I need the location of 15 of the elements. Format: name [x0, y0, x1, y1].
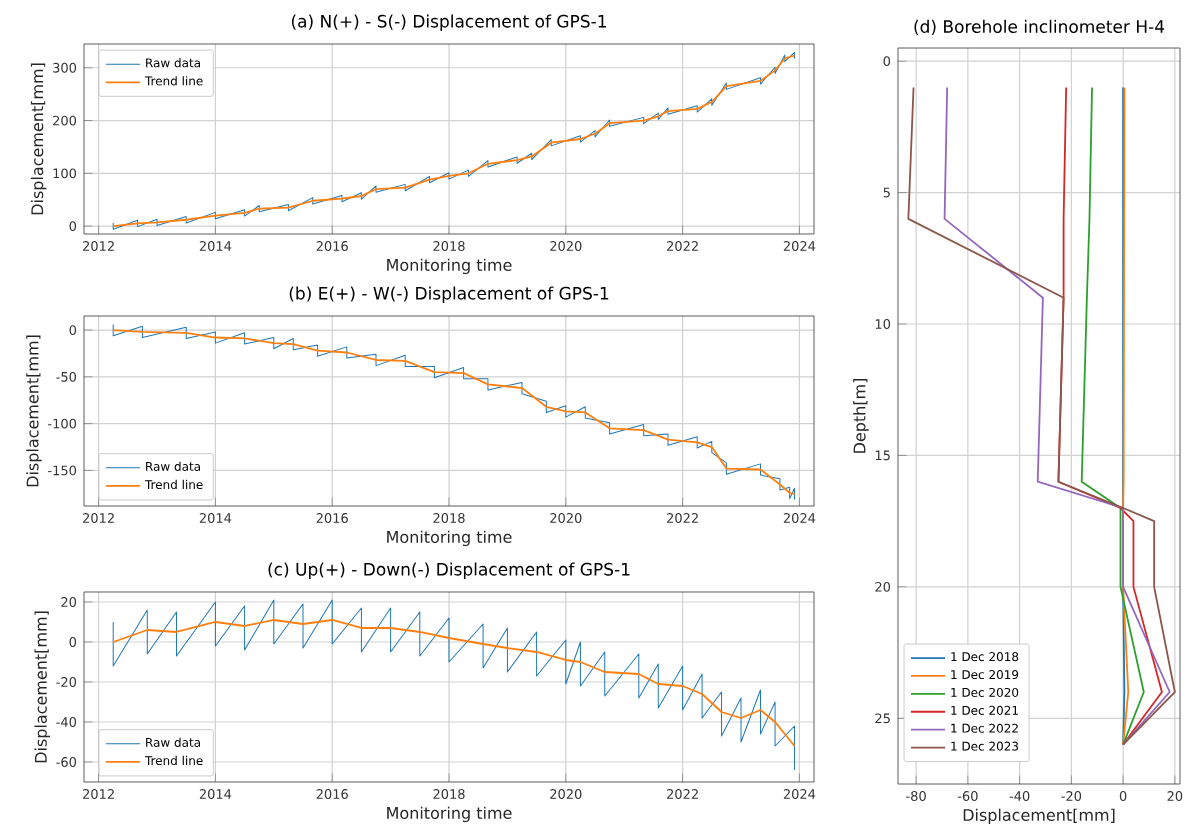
y-axis-title: Displacement[mm] [30, 63, 47, 215]
y-axis-title: Displacement[mm] [26, 335, 42, 487]
line-series [112, 619, 796, 747]
chart-title: (d) Borehole inclinometer H-4 [914, 19, 1165, 35]
x-axis-title: Monitoring time [387, 258, 512, 275]
chart-title: (a) N(+) - S(-) Displacement of GPS-1 [291, 14, 606, 31]
x-axis-title: Displacement[mm] [963, 808, 1115, 825]
x-axis-title: Monitoring time [387, 530, 512, 547]
chart-title: (b) E(+) - W(-) Displacement of GPS-1 [289, 286, 609, 303]
x-axis-title: Monitoring time [387, 806, 512, 823]
line-series [1080, 86, 1145, 746]
chart-title: (c) Up(+) - Down(-) Displacement of GPS-1 [268, 562, 630, 579]
y-axis-title: Depth[m] [853, 378, 869, 453]
y-axis-title: Displacement[mm] [34, 611, 50, 763]
line-series [112, 599, 796, 771]
